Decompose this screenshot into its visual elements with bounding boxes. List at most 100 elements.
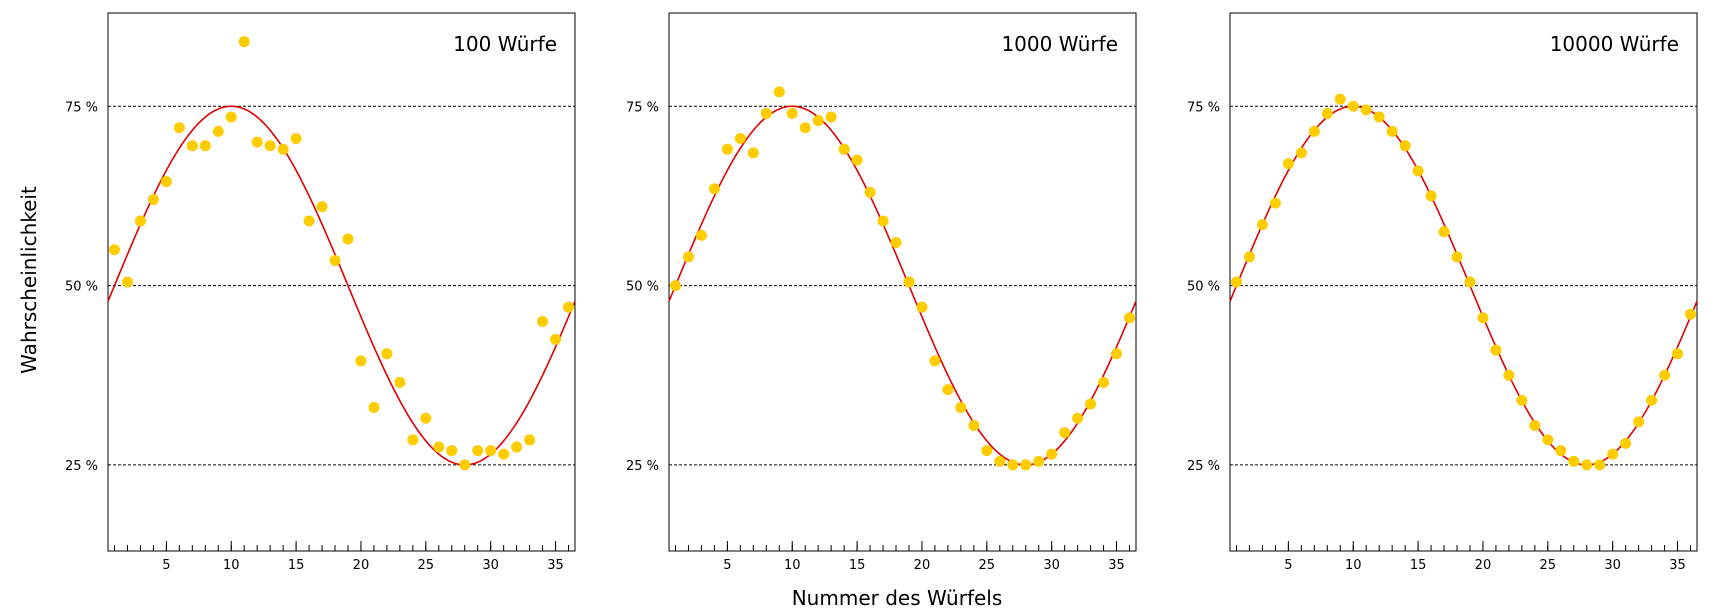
chart-panel-2: 25 % 50 % 75 % 5 10 15 20 25 30 35 1000 Würfe [626, 12, 1137, 573]
data-point [134, 215, 146, 227]
data-point [290, 133, 302, 145]
data-point [407, 434, 419, 446]
data-point [1451, 251, 1463, 263]
data-point [199, 140, 211, 152]
data-point [955, 402, 967, 414]
data-point [459, 459, 471, 471]
data-point [1321, 107, 1333, 119]
data-point [1360, 104, 1372, 116]
data-point [1594, 459, 1606, 471]
data-point [1124, 312, 1136, 324]
x-tick-label: 15 [288, 558, 305, 573]
x-tick-label: 10 [784, 558, 801, 573]
data-point [1646, 394, 1658, 406]
data-point [472, 445, 484, 457]
y-tick-label: 50 % [626, 280, 659, 295]
data-point [225, 111, 237, 123]
data-point [1542, 434, 1554, 446]
data-point [550, 333, 562, 345]
x-tick-label: 30 [1604, 558, 1621, 573]
data-point [303, 215, 315, 227]
data-point [173, 122, 185, 134]
data-point [1386, 125, 1398, 137]
data-point [1672, 348, 1684, 360]
data-point [760, 107, 772, 119]
data-point [212, 125, 224, 137]
data-point [825, 111, 837, 123]
data-point [916, 301, 928, 313]
data-point [981, 445, 993, 457]
data-point [1438, 226, 1450, 238]
data-point [316, 201, 328, 213]
data-point [773, 86, 785, 98]
data-point [942, 384, 954, 396]
x-tick-label: 10 [223, 558, 240, 573]
x-tick-label: 35 [1108, 558, 1125, 573]
data-point [420, 412, 432, 424]
data-point [1555, 445, 1567, 457]
data-point [877, 215, 889, 227]
data-point [851, 154, 863, 166]
data-point [537, 315, 549, 327]
data-point [721, 143, 733, 155]
x-tick-label: 5 [723, 558, 731, 573]
x-tick-label: 15 [849, 558, 866, 573]
data-point [1516, 394, 1528, 406]
data-point [563, 301, 575, 313]
y-tick-label: 50 % [1187, 280, 1220, 295]
data-point [446, 445, 458, 457]
data-point [1399, 140, 1411, 152]
data-point [994, 455, 1006, 467]
data-point [669, 280, 681, 292]
data-point [498, 448, 510, 460]
data-point [695, 229, 707, 241]
data-point [812, 115, 824, 127]
plot-frame [107, 12, 576, 552]
data-point [394, 376, 406, 388]
y-tick-label: 25 % [1187, 459, 1220, 474]
data-point [368, 402, 380, 414]
data-point [1477, 312, 1489, 324]
data-point [1412, 165, 1424, 177]
chart-title: 10000 Würfe [1550, 32, 1679, 56]
data-point [1334, 93, 1346, 105]
data-point [747, 147, 759, 159]
data-point [1282, 158, 1294, 170]
data-point [1490, 344, 1502, 356]
data-point [264, 140, 276, 152]
data-point [342, 233, 354, 245]
data-point [1085, 398, 1097, 410]
x-tick-label: 15 [1410, 558, 1427, 573]
data-point [786, 107, 798, 119]
data-point [108, 244, 120, 256]
data-point [433, 441, 445, 453]
model-curve [668, 105, 1137, 466]
data-point [1347, 100, 1359, 112]
data-point [929, 355, 941, 367]
data-point [1033, 455, 1045, 467]
data-point [864, 186, 876, 198]
data-point [1243, 251, 1255, 263]
data-point [1295, 147, 1307, 159]
y-tick-label: 50 % [65, 280, 98, 295]
data-point [1503, 369, 1515, 381]
data-point [1059, 427, 1071, 439]
data-point [1111, 348, 1123, 360]
data-point [121, 276, 133, 288]
data-point [1007, 459, 1019, 471]
data-point [968, 419, 980, 431]
data-point [903, 276, 915, 288]
data-point [238, 36, 250, 48]
data-point [1425, 190, 1437, 202]
model-curve [107, 105, 576, 466]
y-tick-label: 75 % [65, 100, 98, 115]
data-point [251, 136, 263, 148]
x-tick-label: 20 [914, 558, 931, 573]
data-point [485, 445, 497, 457]
x-tick-label: 20 [1475, 558, 1492, 573]
data-point [682, 251, 694, 263]
data-point [1464, 276, 1476, 288]
x-tick-label: 30 [1043, 558, 1060, 573]
